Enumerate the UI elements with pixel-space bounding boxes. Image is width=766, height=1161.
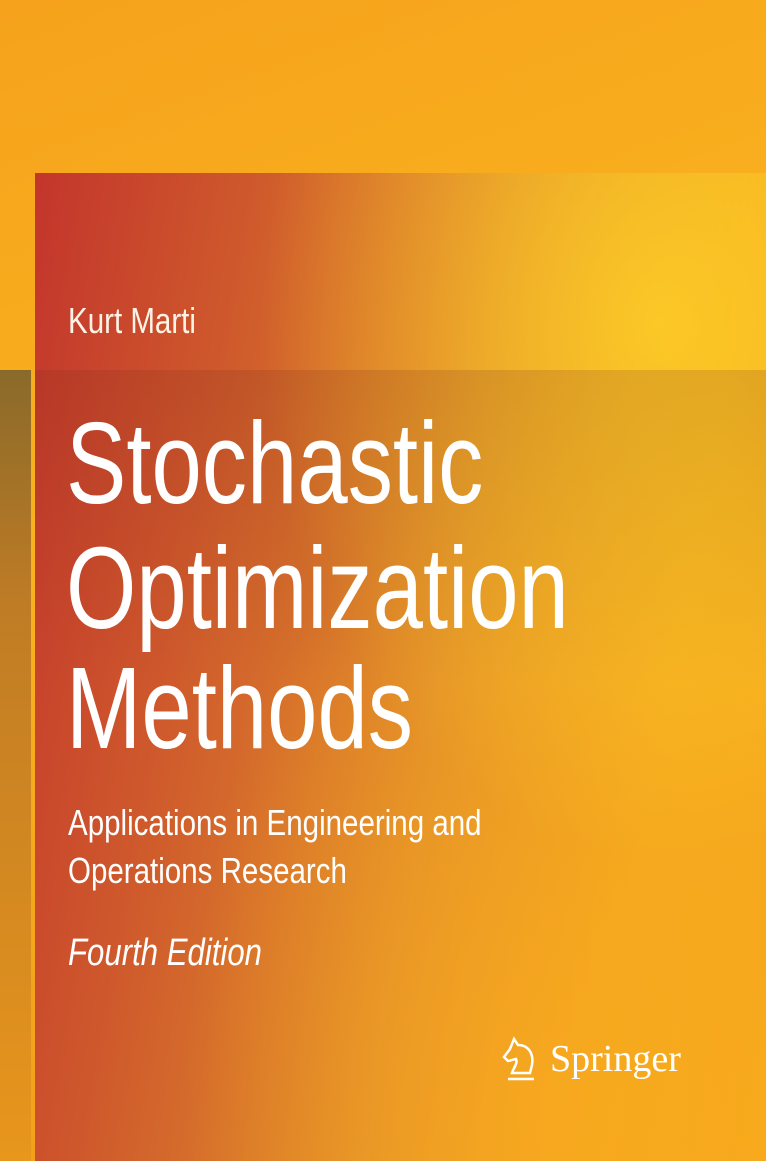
- cover-band: [35, 370, 766, 1161]
- subtitle-line-1: Applications in Engineering and: [68, 802, 482, 843]
- author: Kurt Marti: [68, 300, 196, 341]
- springer-horse-icon: [502, 1036, 534, 1081]
- publisher-logo: Springer: [500, 1035, 681, 1083]
- cover-left-strip: [0, 370, 31, 1161]
- title-line-2: Optimization: [66, 523, 569, 653]
- cover-panel: [35, 173, 766, 1161]
- edition: Fourth Edition: [68, 932, 262, 974]
- publisher-name: Springer: [550, 1038, 681, 1080]
- title-line-3: Methods: [66, 643, 414, 773]
- subtitle-line-2: Operations Research: [68, 850, 347, 891]
- title-line-1: Stochastic: [66, 398, 484, 528]
